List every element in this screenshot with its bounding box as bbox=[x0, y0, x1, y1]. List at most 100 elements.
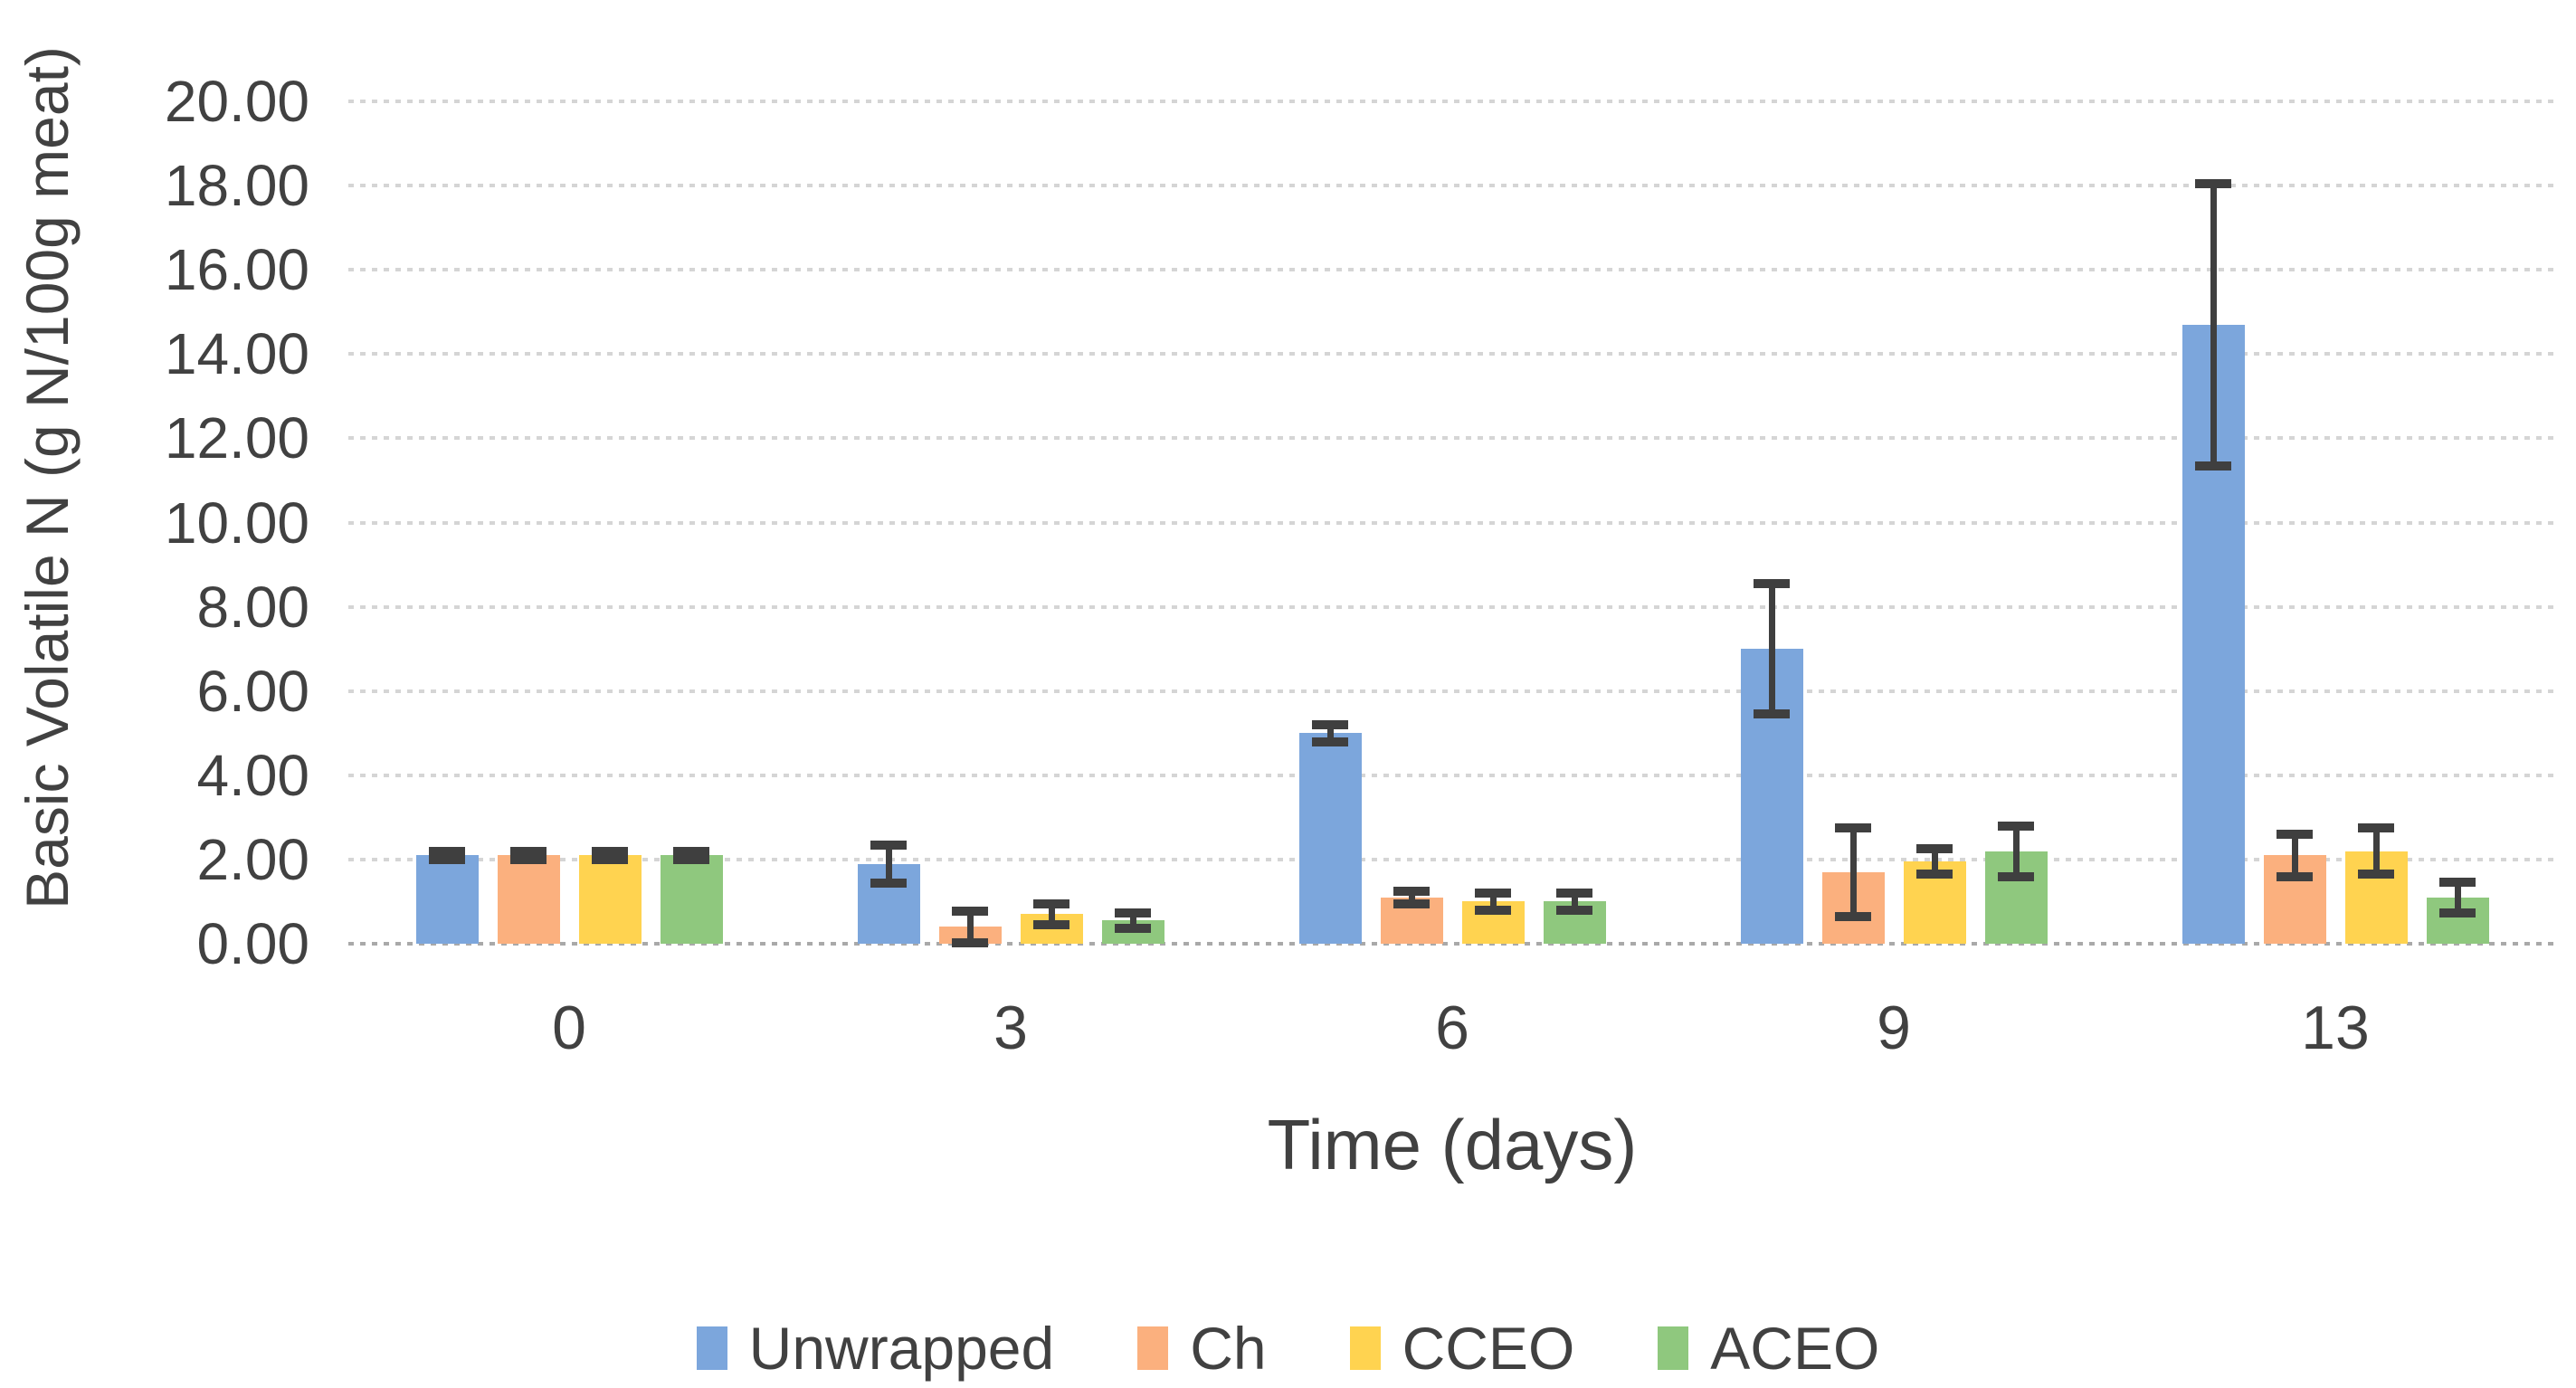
error-bar-cap-top bbox=[1916, 844, 1953, 854]
error-bar-cap-bottom bbox=[429, 854, 465, 864]
error-bar-line bbox=[966, 910, 974, 944]
error-bar-line bbox=[2372, 827, 2380, 875]
legend-marker-unwrapped bbox=[696, 1326, 727, 1370]
error-bar-cap-top bbox=[2277, 829, 2313, 839]
error-bar-cap-top bbox=[1556, 889, 1592, 898]
error-bar-cap-bottom bbox=[1393, 898, 1430, 908]
error-bar-cap-top bbox=[1312, 719, 1348, 729]
legend-label: CCEO bbox=[1402, 1315, 1575, 1382]
error-bar-cap-bottom bbox=[510, 854, 547, 864]
legend-item-aceo: ACEO bbox=[1658, 1312, 1879, 1384]
error-bar-cap-bottom bbox=[2195, 461, 2231, 471]
error-bar-cap-top bbox=[1115, 908, 1151, 918]
error-bar-line bbox=[1129, 913, 1136, 928]
error-bar-cap-bottom bbox=[1475, 905, 1511, 915]
y-tick-label: 16.00 bbox=[164, 237, 309, 303]
error-bar-cap-bottom bbox=[1916, 870, 1953, 879]
error-bar-cap-bottom bbox=[673, 854, 709, 864]
y-tick-label: 12.00 bbox=[164, 405, 309, 471]
error-bar-cap-bottom bbox=[1998, 871, 2034, 881]
gridline bbox=[348, 184, 2556, 188]
bar-unwrapped bbox=[1298, 733, 1362, 944]
error-bar-cap-bottom bbox=[1754, 709, 1790, 719]
gridline bbox=[348, 689, 2556, 693]
legend-item-unwrapped: Unwrapped bbox=[696, 1312, 1055, 1384]
gridline bbox=[348, 604, 2556, 609]
gridline bbox=[348, 520, 2556, 525]
error-bar-cap-top bbox=[592, 846, 628, 856]
legend-marker-cceo bbox=[1349, 1326, 1381, 1370]
x-tick-label: 13 bbox=[2301, 993, 2370, 1062]
error-bar-cap-top bbox=[2358, 822, 2394, 832]
legend-item-ch: Ch bbox=[1137, 1312, 1267, 1384]
legend-item-cceo: CCEO bbox=[1349, 1312, 1575, 1384]
error-bar-line bbox=[2454, 881, 2461, 913]
legend-marker-ch bbox=[1137, 1326, 1169, 1370]
error-bar-line bbox=[2291, 833, 2298, 877]
error-bar-cap-top bbox=[1033, 898, 1069, 908]
error-bar-cap-top bbox=[1475, 889, 1511, 898]
error-bar-line bbox=[1048, 903, 1055, 926]
y-tick-label: 6.00 bbox=[196, 658, 309, 724]
x-tick-label: 0 bbox=[552, 993, 586, 1062]
gridline bbox=[348, 352, 2556, 357]
error-bar-cap-bottom bbox=[2439, 908, 2476, 918]
y-tick-label: 14.00 bbox=[164, 321, 309, 387]
y-tick-label: 2.00 bbox=[196, 826, 309, 892]
y-tick-label: 18.00 bbox=[164, 153, 309, 219]
y-tick-label: 10.00 bbox=[164, 490, 309, 556]
error-bar-line bbox=[2210, 183, 2217, 466]
error-bar-cap-top bbox=[870, 840, 907, 850]
error-bar-line bbox=[885, 844, 892, 883]
gridline bbox=[348, 436, 2556, 441]
error-bar-cap-bottom bbox=[592, 854, 628, 864]
y-tick-label: 20.00 bbox=[164, 69, 309, 134]
error-bar-cap-top bbox=[510, 846, 547, 856]
y-tick-label: 0.00 bbox=[196, 911, 309, 976]
x-tick-label: 9 bbox=[1877, 993, 1911, 1062]
error-bar-cap-top bbox=[2439, 877, 2476, 887]
legend-label: Unwrapped bbox=[748, 1315, 1055, 1382]
error-bar-cap-top bbox=[2195, 178, 2231, 188]
legend: Unwrapped Ch CCEO ACEO bbox=[0, 1308, 2576, 1388]
x-tick-label: 6 bbox=[1435, 993, 1469, 1062]
legend-label: ACEO bbox=[1710, 1315, 1880, 1382]
error-bar-line bbox=[1931, 849, 1938, 875]
error-bar-line bbox=[1849, 827, 1857, 917]
legend-label: Ch bbox=[1190, 1315, 1267, 1382]
error-bar-cap-bottom bbox=[1115, 923, 1151, 933]
error-bar-cap-top bbox=[1393, 886, 1430, 896]
x-axis-title: Time (days) bbox=[1267, 1105, 1638, 1184]
error-bar-cap-top bbox=[1835, 822, 1871, 832]
gridline bbox=[348, 857, 2556, 861]
y-tick-label: 4.00 bbox=[196, 742, 309, 808]
error-bar-cap-bottom bbox=[870, 878, 907, 888]
bar-unwrapped bbox=[415, 855, 479, 944]
legend-marker-aceo bbox=[1658, 1326, 1689, 1370]
error-bar-cap-top bbox=[1754, 578, 1790, 588]
bar-cceo bbox=[578, 855, 642, 944]
gridline bbox=[348, 100, 2556, 103]
error-bar-cap-bottom bbox=[1033, 920, 1069, 930]
x-tick-label: 3 bbox=[993, 993, 1028, 1062]
bar-aceo bbox=[660, 855, 723, 944]
x-axis-line bbox=[348, 942, 2556, 946]
error-bar-cap-bottom bbox=[2277, 871, 2313, 881]
error-bar-cap-bottom bbox=[2358, 870, 2394, 879]
y-tick-label: 8.00 bbox=[196, 574, 309, 640]
error-bar-cap-bottom bbox=[1312, 737, 1348, 746]
error-bar-cap-top bbox=[952, 906, 988, 916]
error-bar-cap-top bbox=[429, 846, 465, 856]
error-bar-line bbox=[1326, 724, 1334, 742]
error-bar-line bbox=[1571, 893, 1578, 910]
error-bar-line bbox=[1489, 893, 1497, 910]
error-bar-line bbox=[1408, 890, 1415, 904]
error-bar-cap-top bbox=[1998, 821, 2034, 831]
error-bar-cap-bottom bbox=[1556, 905, 1592, 915]
error-bar-line bbox=[1768, 583, 1775, 715]
bar-ch bbox=[497, 855, 560, 944]
error-bar-line bbox=[2012, 825, 2020, 877]
error-bar-cap-bottom bbox=[952, 938, 988, 948]
gridline bbox=[348, 268, 2556, 272]
